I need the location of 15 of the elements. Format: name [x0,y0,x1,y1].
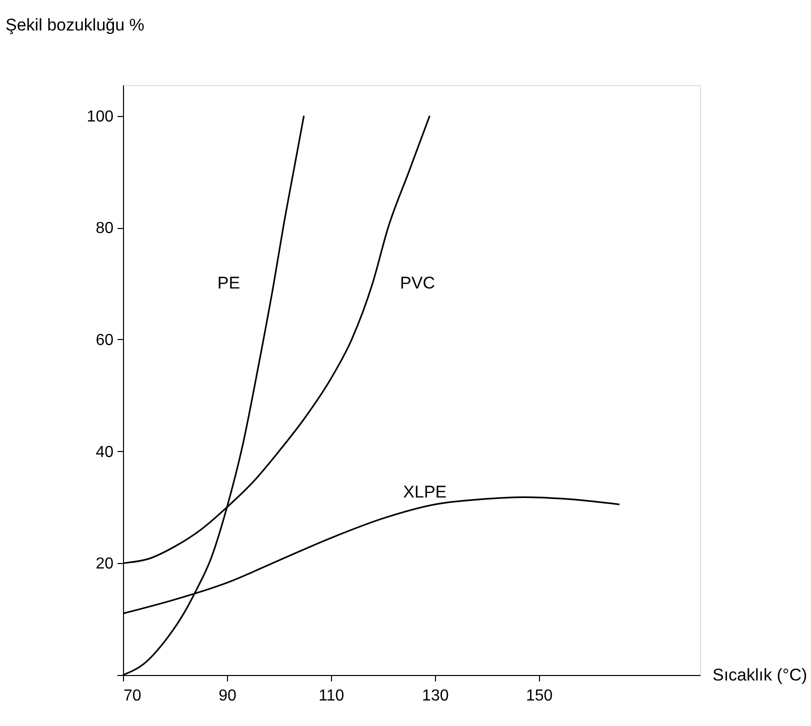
x-tick-label: 150 [526,688,553,704]
y-tick-label: 80 [96,220,114,238]
y-tick-label: 100 [86,108,114,126]
y-tick-label: 40 [96,444,114,461]
x-tick-label: 130 [422,688,449,704]
x-axis-title: Sıcaklık (°C) [712,666,808,684]
x-tick-label: 70 [124,688,142,704]
y-tick-label: 20 [96,556,114,573]
x-tick-label: 90 [218,688,236,704]
series-label: PVC [400,274,435,293]
series-label: PE [217,274,240,293]
y-axis-title: Şekil bozukluğu % [6,16,144,34]
y-tick-label: 60 [96,332,114,349]
x-tick-label: 110 [318,688,344,704]
series-label: XLPE [403,482,447,502]
